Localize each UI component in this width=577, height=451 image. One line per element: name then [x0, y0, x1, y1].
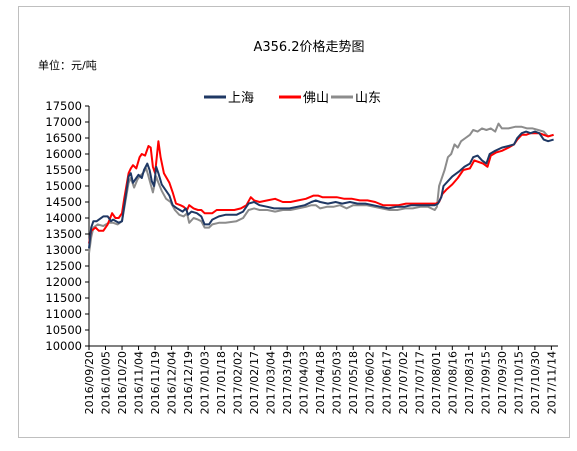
- chart-frame: A356.2价格走势图 单位：元/吨 上海 佛山 山东 10000 10500 1100…: [18, 6, 570, 438]
- x-tick-label: 2016/11/19: [149, 351, 162, 414]
- x-tick-label: 2017/07/17: [413, 351, 426, 414]
- x-tick-label: 2017/05/18: [347, 351, 360, 414]
- y-tick-label: 11000: [45, 307, 82, 321]
- y-tick-label: 17000: [45, 115, 82, 129]
- y-tick-label: 14500: [45, 195, 82, 209]
- y-tick-label: 11500: [45, 291, 82, 305]
- chart-canvas: A356.2价格走势图 单位：元/吨 上海 佛山 山东 10000 10500 1100…: [38, 39, 558, 414]
- x-tick-label: 2017/10/30: [529, 351, 542, 414]
- legend-label-0: 上海: [228, 91, 254, 106]
- x-tick-label: 2017/06/17: [380, 351, 393, 414]
- series-line-1: [88, 132, 554, 244]
- x-tick-label: 2017/11/14: [545, 351, 558, 414]
- y-tick-label: 17500: [45, 99, 82, 113]
- y-tick-label: 14000: [45, 211, 82, 225]
- x-tick-label: 2017/04/18: [314, 351, 327, 414]
- x-tick-label: 2017/07/02: [397, 351, 410, 414]
- x-tick-label: 2017/09/30: [496, 351, 509, 414]
- x-tick-label: 2017/06/02: [364, 351, 377, 414]
- x-tick-label: 2017/03/19: [281, 351, 294, 414]
- x-tick-label: 2017/04/03: [298, 351, 311, 414]
- x-tick-label: 2017/02/02: [232, 351, 245, 414]
- chart-title: A356.2价格走势图: [253, 39, 364, 55]
- x-tick-label: 2017/03/04: [265, 351, 278, 414]
- x-tick-label: 2017/10/15: [512, 351, 525, 414]
- y-tick-label: 16000: [45, 147, 82, 161]
- y-tick-label: 10500: [45, 323, 82, 337]
- y-tick-label: 10000: [45, 339, 82, 353]
- y-tick-label: 15500: [45, 163, 82, 177]
- x-tick-label: 2016/09/20: [83, 351, 96, 414]
- legend-label-1: 佛山: [303, 91, 329, 106]
- axes: 10000 10500 11000 11500 12000 12500 13000 13500…: [45, 99, 558, 414]
- y-tick-label: 15000: [45, 179, 82, 193]
- y-tick-label: 13500: [45, 227, 82, 241]
- series-line-0: [88, 130, 554, 249]
- x-tick-label: 2016/12/04: [166, 351, 179, 414]
- x-tick-label: 2017/08/31: [463, 351, 476, 414]
- x-tick-label: 2016/10/20: [116, 351, 129, 414]
- x-tick-label: 2017/02/17: [248, 351, 261, 414]
- x-tick-label: 2017/08/01: [430, 351, 443, 414]
- plot-area: [88, 122, 554, 254]
- x-tick-label: 2017/05/03: [331, 351, 344, 414]
- x-tick-label: 2017/09/15: [479, 351, 492, 414]
- series-line-2: [88, 122, 554, 254]
- y-tick-label: 16500: [45, 131, 82, 145]
- x-tick-label: 2016/12/19: [182, 351, 195, 414]
- x-tick-label: 2016/11/04: [133, 351, 146, 414]
- x-tick-label: 2016/10/05: [100, 351, 113, 414]
- y-tick-label: 13000: [45, 243, 82, 257]
- y-tick-label: 12000: [45, 275, 82, 289]
- legend-label-2: 山东: [355, 91, 381, 106]
- x-tick-label: 2017/01/03: [199, 351, 212, 414]
- unit-label: 单位：元/吨: [38, 58, 97, 72]
- legend: 上海 佛山 山东: [204, 91, 381, 106]
- x-tick-label: 2017/08/16: [446, 351, 459, 414]
- y-tick-label: 12500: [45, 259, 82, 273]
- x-tick-label: 2017/01/18: [215, 351, 228, 414]
